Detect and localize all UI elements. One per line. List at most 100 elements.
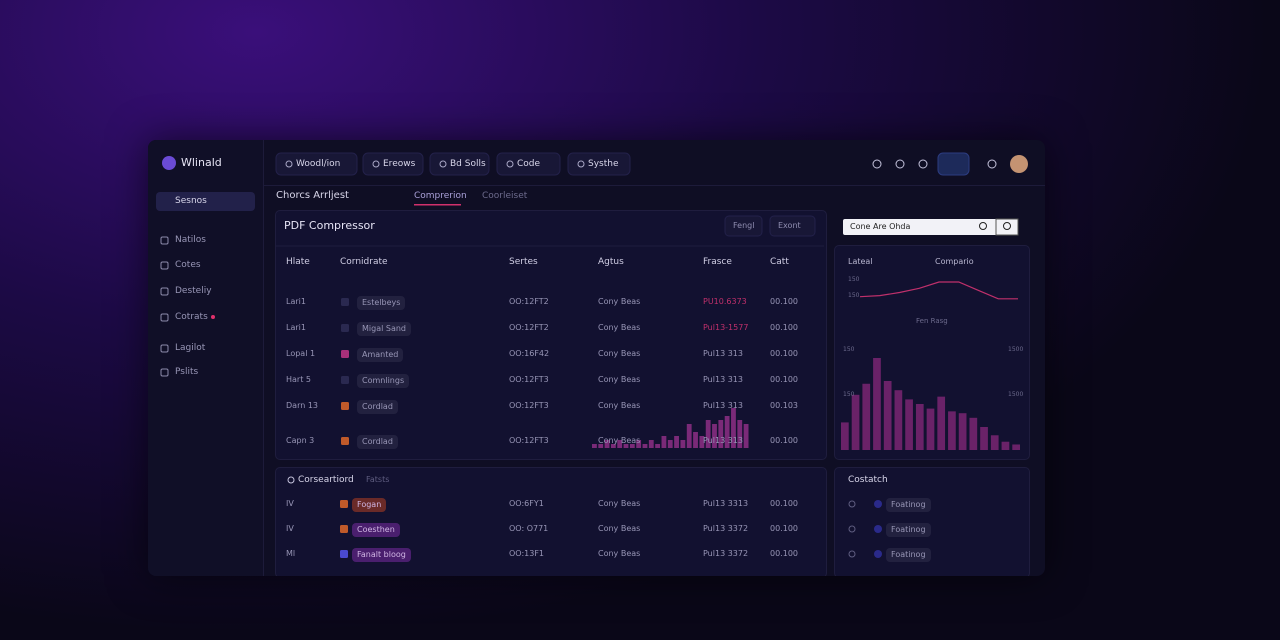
- row-icon: [340, 500, 348, 508]
- sidebar-item[interactable]: Natilos: [175, 235, 206, 245]
- bar: [743, 424, 749, 448]
- list-item[interactable]: Foatinog: [886, 548, 931, 562]
- list-item[interactable]: Foatinog: [886, 498, 931, 512]
- row-name: Fogan: [352, 498, 387, 512]
- toolbar-icon: [987, 159, 997, 169]
- nav-icon: [285, 160, 293, 168]
- bar: [699, 436, 705, 448]
- sidebar-item[interactable]: Lagilot: [175, 343, 206, 353]
- table-cell: Capn 3: [286, 436, 315, 445]
- bar: [894, 390, 903, 450]
- filter[interactable]: Fatsts: [366, 475, 390, 484]
- sidebar-item[interactable]: Desteliy: [175, 286, 212, 296]
- table-header: Agtus: [598, 257, 624, 267]
- nav-item[interactable]: Systhe: [588, 159, 619, 169]
- radio: [848, 550, 856, 558]
- row-icon: [341, 350, 349, 358]
- bar: [680, 440, 686, 448]
- panel-button-label[interactable]: Exont: [778, 221, 801, 230]
- bar: [648, 440, 654, 448]
- table-cell: Darn 13: [286, 401, 319, 410]
- bar: [598, 444, 604, 448]
- bar: [661, 436, 667, 448]
- chart-header: Lateal: [848, 257, 873, 266]
- sidebar-item[interactable]: Cotes: [175, 260, 201, 270]
- table-cell: Cony Beas: [598, 549, 641, 558]
- table-cell: PU10.6373: [703, 297, 747, 306]
- panel-button-label[interactable]: Fengl: [733, 221, 755, 230]
- table-header: Frasce: [703, 257, 732, 267]
- row-icon: [340, 550, 348, 558]
- bar: [958, 413, 967, 450]
- table-cell: OO:12FT3: [509, 401, 549, 410]
- nav-icon: [372, 160, 380, 168]
- bar: [915, 404, 924, 450]
- table-cell: OO:6FY1: [509, 499, 544, 508]
- table-cell: Cony Beas: [598, 297, 641, 306]
- axis-label: 1500: [1008, 346, 1024, 353]
- table-cell: Cony Beas: [598, 524, 641, 533]
- row-icon: [341, 437, 349, 445]
- nav-pill: [496, 152, 561, 176]
- bar: [883, 381, 892, 450]
- item-icon: [874, 550, 882, 558]
- table-cell: Pul13-1577: [703, 323, 749, 332]
- table-cell: Pul13 313: [703, 349, 743, 358]
- bar: [629, 444, 635, 448]
- table-cell: 00.100: [770, 549, 798, 558]
- search-input[interactable]: Cone Are Ohda: [850, 222, 911, 231]
- sidebar-icon: [160, 261, 169, 270]
- bar: [592, 444, 597, 448]
- row-icon: [340, 525, 348, 533]
- table-cell: Ml: [286, 549, 296, 558]
- breadcrumb: Chorcs Arrljest: [276, 190, 349, 201]
- sidebar-select-label[interactable]: Sesnos: [175, 196, 207, 206]
- line-series: [859, 281, 1018, 300]
- table-cell: Pul13 313: [703, 436, 743, 445]
- tab[interactable]: Comprerion: [414, 191, 467, 201]
- app-window: Wlinald Woodl/ion Ereows Bd Solls Code Systhe…: [148, 140, 1045, 576]
- bar: [731, 408, 736, 448]
- table-cell: Pul13 3313: [703, 499, 749, 508]
- sidebar-item[interactable]: Pslits: [175, 367, 199, 377]
- toolbar-icon: [918, 159, 928, 169]
- table-cell: Lari1: [286, 297, 306, 306]
- sidebar: [148, 140, 264, 576]
- nav-item[interactable]: Ereows: [383, 159, 416, 169]
- row-name: Fanalt bloog: [352, 548, 411, 562]
- sidebar-item[interactable]: Cotrats: [175, 312, 208, 322]
- avatar: [1010, 155, 1028, 173]
- bar: [841, 422, 849, 450]
- tab[interactable]: Coorleiset: [482, 191, 528, 201]
- sidebar-icon: [160, 313, 169, 322]
- logo: [162, 156, 176, 170]
- panel-button: [769, 215, 816, 237]
- row-name: Cordlad: [357, 400, 398, 414]
- nav-item[interactable]: Woodl/ion: [296, 159, 341, 169]
- bar: [926, 408, 935, 450]
- row-icon: [341, 402, 349, 410]
- panel-button: [724, 215, 763, 237]
- bar: [617, 440, 623, 448]
- bar: [937, 396, 946, 450]
- nav-pill: [429, 152, 490, 176]
- nav-item[interactable]: Code: [517, 159, 541, 169]
- graphics: [156, 152, 1028, 558]
- bar: [980, 427, 988, 450]
- table-cell: Cony Beas: [598, 436, 641, 445]
- table-cell: Pul13 3372: [703, 549, 749, 558]
- chart-caption: Fen Rasg: [916, 317, 948, 325]
- bar: [712, 424, 717, 448]
- chart-header: Compario: [935, 257, 974, 266]
- axis-label: 150: [843, 346, 855, 353]
- list-item[interactable]: Foatinog: [886, 523, 931, 537]
- search-box[interactable]: [843, 219, 1018, 235]
- table-cell: IV: [286, 524, 294, 533]
- sidebar-select: [156, 192, 255, 211]
- row-name: Estelbeys: [357, 296, 406, 310]
- nav-item[interactable]: Bd Solls: [450, 159, 486, 169]
- bar: [1001, 441, 1010, 450]
- search-icon: [979, 222, 987, 230]
- sidebar-icon: [160, 368, 169, 377]
- panel-title: PDF Compressor: [284, 219, 375, 232]
